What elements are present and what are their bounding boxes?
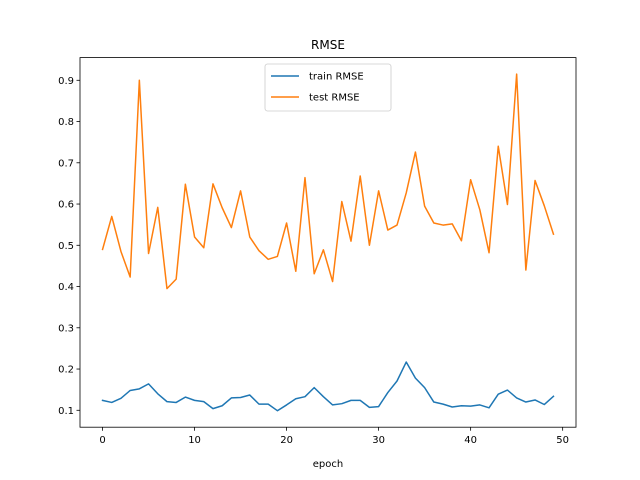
y-tick-label: 0.7	[58, 158, 74, 169]
legend: train RMSE test RMSE	[264, 63, 392, 112]
x-tick-label: 20	[280, 435, 293, 446]
y-tick-label: 0.2	[58, 365, 74, 376]
y-axis-ticks: 0.1 0.2 0.3 0.4 0.5 0.6 0.7 0.8 0.9	[58, 76, 80, 417]
chart-title: RMSE	[311, 38, 345, 52]
y-tick-label: 0.4	[58, 282, 74, 293]
series-line-train-rmse	[101, 361, 555, 412]
y-tick-label: 0.5	[58, 241, 74, 252]
y-tick-label: 0.3	[58, 323, 74, 334]
x-axis-label: epoch	[313, 459, 343, 470]
x-tick-label: 0	[99, 435, 105, 446]
legend-label-train-rmse: train RMSE	[309, 72, 364, 83]
x-tick-label: 50	[556, 435, 569, 446]
plot-frame	[79, 57, 577, 428]
x-tick-label: 40	[464, 435, 477, 446]
legend-label-test-rmse: test RMSE	[309, 93, 360, 104]
x-tick-label: 10	[188, 435, 201, 446]
y-tick-label: 0.8	[58, 117, 74, 128]
series-line-test-rmse	[101, 73, 555, 290]
plot-lines	[101, 73, 555, 412]
x-tick-label: 30	[372, 435, 385, 446]
y-tick-label: 0.1	[58, 406, 74, 417]
y-tick-label: 0.9	[58, 76, 74, 87]
x-axis-ticks: 0 10 20 30 40 50	[99, 427, 569, 446]
y-tick-label: 0.6	[58, 200, 74, 211]
